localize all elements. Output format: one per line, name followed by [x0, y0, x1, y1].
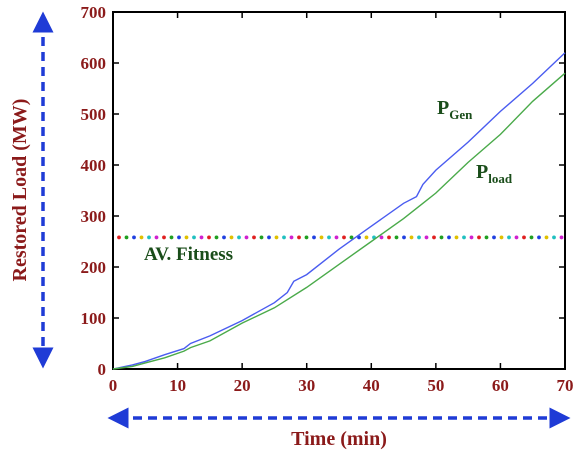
- reference-dot: [244, 235, 249, 240]
- p-gen-label: PGen: [437, 97, 473, 122]
- plot-frame: [112, 11, 566, 370]
- reference-dot: [334, 235, 339, 240]
- reference-dot: [484, 235, 489, 240]
- reference-dot: [162, 235, 166, 240]
- reference-dot: [462, 235, 466, 240]
- reference-dot: [139, 235, 144, 240]
- x-tick-label: 70: [557, 376, 574, 395]
- reference-dot: [499, 235, 504, 240]
- reference-dot: [169, 235, 174, 240]
- reference-dot: [312, 235, 316, 240]
- x-tick-label: 20: [234, 376, 251, 395]
- reference-dot: [282, 235, 286, 240]
- x-axis-label: Time (min): [291, 428, 387, 450]
- y-tick-label: 100: [81, 309, 107, 328]
- y-axis-ticks: 0 100 200 300 400 500 600 700: [81, 3, 565, 379]
- reference-dot: [214, 235, 219, 240]
- y-tick-label: 200: [81, 258, 107, 277]
- reference-dot: [432, 235, 436, 240]
- reference-dot: [124, 235, 129, 240]
- series-line-p-gen: [112, 52, 566, 370]
- reference-dot: [259, 235, 264, 240]
- y-tick-label: 0: [98, 360, 107, 379]
- y-tick-label: 300: [81, 207, 107, 226]
- reference-dot: [349, 235, 354, 240]
- reference-dot: [207, 235, 211, 240]
- reference-dot: [417, 235, 421, 240]
- reference-dot: [552, 235, 556, 240]
- p-load-label-sub: load: [488, 171, 513, 186]
- x-tick-label: 50: [427, 376, 444, 395]
- reference-dot: [267, 235, 271, 240]
- reference-dot: [319, 235, 324, 240]
- reference-dot: [147, 235, 151, 240]
- reference-dot: [222, 235, 226, 240]
- reference-dot: [409, 235, 414, 240]
- series-line-p-load: [112, 72, 566, 370]
- reference-dot: [304, 235, 309, 240]
- x-axis-ticks: 0 10 20 30 40 50 60 70: [109, 12, 574, 395]
- y-axis-label: Restored Load (MW): [9, 99, 31, 282]
- reference-dot: [447, 235, 451, 240]
- reference-dot: [274, 235, 279, 240]
- p-load-label-main: P: [476, 161, 488, 183]
- series-lines: [112, 52, 566, 370]
- reference-dot: [454, 235, 459, 240]
- x-tick-label: 10: [169, 376, 186, 395]
- reference-dot: [514, 235, 519, 240]
- y-tick-label: 400: [81, 156, 107, 175]
- reference-dot: [199, 235, 204, 240]
- reference-dot: [439, 235, 444, 240]
- reference-dot: [394, 235, 399, 240]
- reference-dot: [184, 235, 189, 240]
- reference-dot: [154, 235, 159, 240]
- reference-dot: [522, 235, 526, 240]
- reference-dot: [192, 235, 196, 240]
- reference-dot: [327, 235, 331, 240]
- reference-dot: [537, 235, 541, 240]
- p-load-label: Pload: [476, 161, 513, 186]
- reference-dot: [529, 235, 534, 240]
- reference-dot: [379, 235, 384, 240]
- y-tick-label: 500: [81, 105, 107, 124]
- p-gen-label-sub: Gen: [449, 107, 473, 122]
- reference-dot: [469, 235, 474, 240]
- reference-dot: [342, 235, 346, 240]
- reference-dot: [252, 235, 256, 240]
- reference-dot: [544, 235, 549, 240]
- x-tick-label: 30: [298, 376, 315, 395]
- reference-dot: [237, 235, 241, 240]
- av-fitness-label: AV. Fitness: [144, 244, 233, 265]
- y-tick-label: 600: [81, 54, 107, 73]
- x-tick-label: 60: [492, 376, 509, 395]
- p-gen-label-main: P: [437, 97, 449, 119]
- x-tick-label: 40: [363, 376, 380, 395]
- reference-dot: [364, 235, 369, 240]
- reference-dot: [117, 235, 121, 240]
- reference-dot: [507, 235, 511, 240]
- reference-dot: [229, 235, 234, 240]
- x-tick-label: 0: [109, 376, 118, 395]
- reference-dot: [559, 235, 564, 240]
- reference-dot: [477, 235, 481, 240]
- y-tick-label: 700: [81, 3, 107, 22]
- reference-dot: [177, 235, 181, 240]
- reference-dot: [492, 235, 496, 240]
- reference-dot: [424, 235, 429, 240]
- reference-dot: [297, 235, 301, 240]
- av-fitness-reference-line: [117, 235, 564, 240]
- reference-dot: [387, 235, 391, 240]
- reference-dot: [132, 235, 136, 240]
- reference-dot: [402, 235, 406, 240]
- reference-dot: [289, 235, 294, 240]
